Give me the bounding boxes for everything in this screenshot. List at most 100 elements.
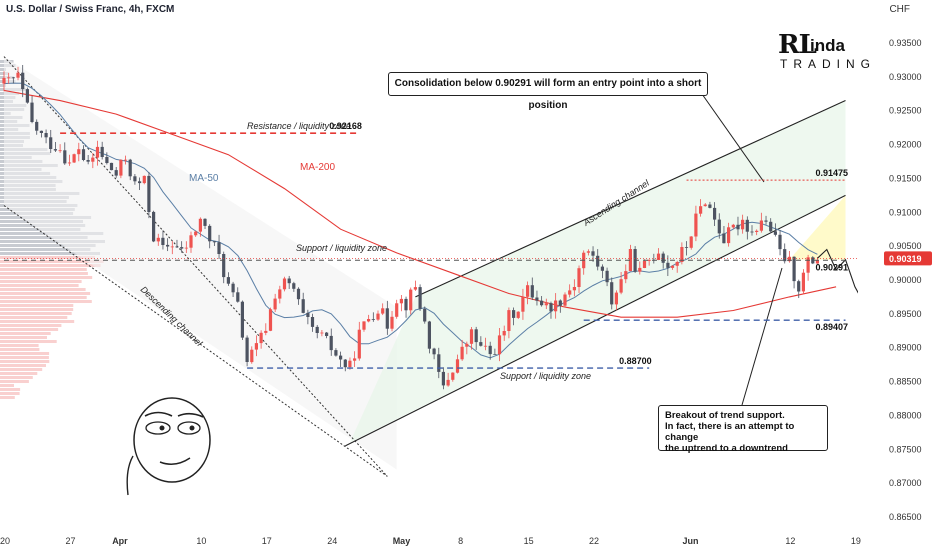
candle-body: [236, 292, 240, 302]
candle-body: [343, 359, 347, 368]
volume-bar: [0, 280, 82, 283]
face-hand: [126, 455, 134, 496]
ma-200-label: MA-200: [300, 162, 335, 173]
candle-body: [717, 219, 721, 234]
candle-body: [516, 311, 520, 318]
volume-bar: [0, 396, 15, 399]
candle-body: [792, 256, 796, 282]
candle-body: [306, 312, 310, 317]
price-axis: 0.93500 0.93000 0.92500 0.92000 0.91500 0.910…: [858, 0, 932, 550]
candle-body: [628, 249, 632, 272]
brand-logo: RL inda TRADING: [778, 30, 888, 76]
candle-body: [778, 234, 782, 250]
candle-body: [703, 204, 707, 207]
candle-body: [124, 159, 128, 161]
candle-body: [325, 332, 329, 336]
volume-bar: [0, 308, 74, 311]
logo-bottom: TRADING: [780, 57, 876, 71]
candle-body: [474, 329, 478, 343]
volume-bar: [0, 300, 92, 303]
breakout-note: Breakout of trend support. In fact, ther…: [658, 405, 828, 454]
candle-body: [432, 348, 436, 355]
volume-bar: [0, 392, 20, 395]
volume-bar: [0, 340, 57, 343]
candle-body: [572, 287, 576, 291]
descending-channel-fill: [4, 56, 397, 470]
candle-body: [661, 253, 665, 263]
candle-body: [493, 354, 497, 355]
candle-body: [21, 72, 25, 90]
y-tick-label: 0.93000: [889, 72, 922, 82]
candle-body: [460, 346, 464, 360]
candle-body: [217, 242, 221, 254]
candle-body: [540, 300, 544, 306]
candle-body: [198, 218, 202, 232]
candle-body: [353, 358, 357, 361]
candle-body: [418, 287, 422, 309]
breakdown-zone: [789, 195, 846, 260]
candle-body: [558, 300, 562, 306]
candle-body: [577, 268, 581, 287]
candle-body: [656, 253, 661, 260]
candle-body: [409, 289, 413, 311]
candle-body: [731, 224, 735, 228]
candle-body: [568, 290, 572, 295]
candle-body: [680, 247, 684, 262]
candle-body: [479, 342, 483, 346]
descending-channel-upper: [3, 56, 388, 477]
volume-bar: [0, 336, 47, 339]
face-brow-right: [177, 412, 204, 418]
volume-bar: [0, 264, 101, 267]
candle-body: [694, 213, 698, 237]
candle-body: [222, 254, 226, 278]
candle-body: [35, 121, 39, 131]
candle-body: [81, 149, 86, 160]
candle-body: [544, 303, 548, 306]
candle-body: [521, 296, 525, 312]
last-price-tag: [884, 251, 932, 266]
candle-body: [194, 231, 198, 236]
candle-body: [39, 130, 43, 133]
volume-bar: [0, 256, 95, 259]
volume-bar: [0, 324, 62, 327]
candle-body: [759, 220, 763, 231]
candle-body: [801, 272, 805, 292]
breakout-line-3: the uptrend to a downtrend: [665, 443, 788, 454]
x-tick-label: May: [393, 536, 411, 546]
candle-body: [423, 308, 427, 322]
candle-body: [315, 326, 319, 333]
candle-body: [507, 310, 511, 331]
candle-body: [535, 297, 539, 301]
candle-body: [357, 329, 361, 359]
candle-body: [273, 298, 277, 310]
candle-body: [208, 225, 212, 242]
volume-bar: [0, 316, 68, 319]
candle-body: [750, 231, 754, 233]
candle-body: [385, 308, 389, 329]
candle-body: [53, 149, 57, 151]
candle-body: [787, 256, 791, 262]
candle-body: [708, 204, 712, 208]
candle-body: [156, 237, 160, 242]
candle-body: [310, 317, 315, 327]
candle-body: [11, 77, 15, 79]
candle-body: [699, 206, 703, 214]
y-tick-label: 0.90500: [889, 241, 922, 251]
candle-body: [549, 303, 553, 312]
volume-bar: [0, 252, 100, 255]
candle-body: [301, 299, 305, 313]
candle-body: [586, 251, 590, 253]
volume-bar: [0, 380, 29, 383]
face-eye-right: [177, 421, 201, 435]
volume-bar: [0, 332, 51, 335]
candle-body: [642, 261, 647, 268]
candle-body: [296, 288, 301, 300]
volume-bar: [0, 84, 6, 87]
candle-body: [259, 332, 263, 344]
candle-body: [105, 157, 109, 163]
candle-body: [441, 371, 445, 386]
candle-body: [170, 246, 174, 248]
candle-body: [610, 282, 614, 305]
volume-bar: [0, 384, 14, 387]
